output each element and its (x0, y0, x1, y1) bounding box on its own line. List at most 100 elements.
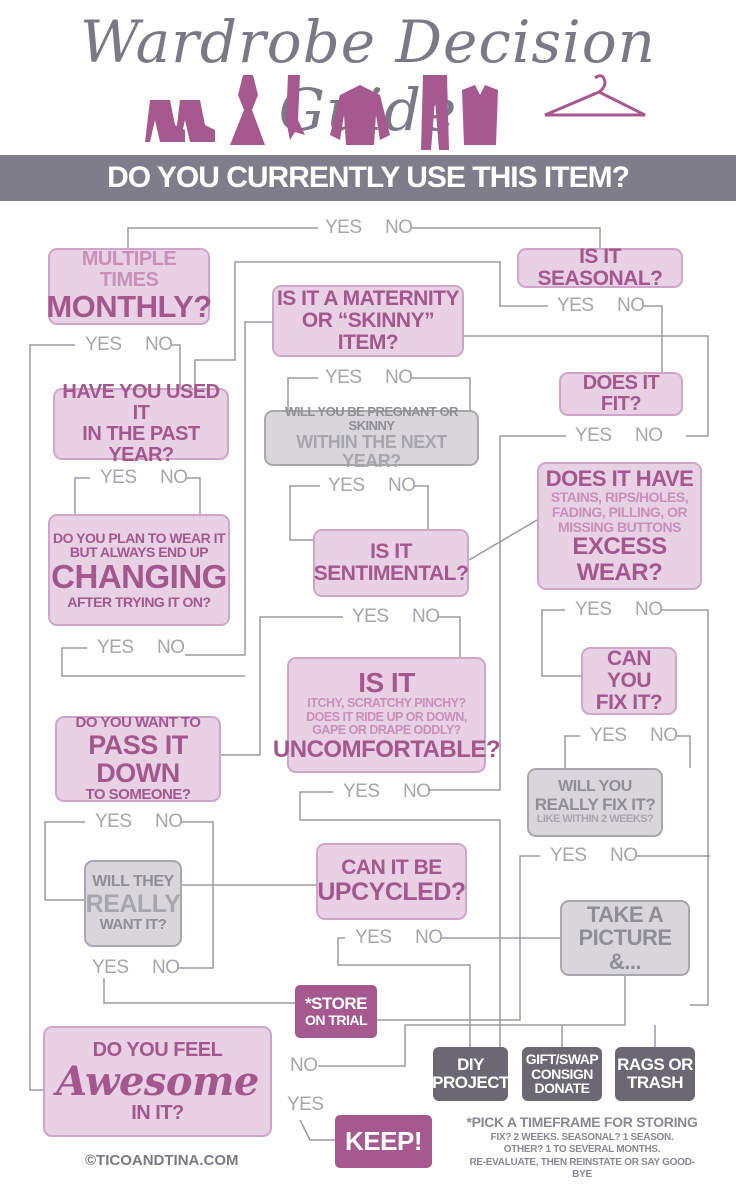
footnote-line: RE-EVALUATE, THEN REINSTATE OR SAY GOOD-… (469, 1156, 695, 1181)
box-text: UNCOMFORTABLE? (272, 735, 501, 763)
footnote-title: *PICK A TIMEFRAME FOR STORING (466, 1114, 698, 1130)
yes-label: YES (557, 295, 594, 316)
box-text: DOES IT HAVE (545, 466, 694, 492)
clothing-icons (145, 74, 646, 150)
hanger-icon (544, 74, 646, 117)
box-will-they-want-it: WILL THEY REALLY WANT IT? (84, 860, 182, 947)
yes-label: YES (287, 1094, 324, 1115)
box-text: FADING, PILLING, OR (551, 504, 688, 521)
box-text: LIKE WITHIN 2 WEEKS? (536, 813, 654, 826)
footnote: *PICK A TIMEFRAME FOR STORING FIX? 2 WEE… (462, 1114, 702, 1182)
yes-label: YES (95, 811, 132, 832)
box-text: BUT ALWAYS END UP (69, 544, 209, 561)
box-can-you-fix-it: CAN YOU FIX IT? (581, 647, 677, 715)
box-text: SENTIMENTAL? (313, 562, 469, 585)
no-label: NO (403, 781, 431, 802)
top-icon (462, 85, 498, 145)
box-keep: KEEP! (335, 1115, 432, 1168)
box-text: Awesome (56, 1057, 259, 1105)
yes-label: YES (355, 927, 392, 948)
box-text: DOES IT FIT? (582, 372, 660, 415)
box-multiple-times-monthly: MULTIPLE TIMES MONTHLY? (46, 248, 212, 325)
box-feel-awesome: DO YOU FEEL Awesome IN IT? (43, 1026, 272, 1137)
box-text: REALLY FIX IT? (534, 795, 656, 815)
box-uncomfortable: IS IT ITCHY, SCRATCHY PINCHY? DOES IT RI… (273, 657, 501, 773)
yes-label: YES (100, 467, 137, 488)
no-label: NO (650, 725, 678, 746)
pants-icon (421, 75, 449, 150)
box-pass-it-down: DO YOU WANT TO PASS IT DOWN TO SOMEONE? (55, 715, 221, 804)
box-text: DO YOU PLAN TO WEAR IT (52, 529, 226, 546)
box-text: DIY (457, 1055, 484, 1075)
box-really-fix-it: WILL YOU REALLY FIX IT? LIKE WITHIN 2 WE… (527, 768, 663, 837)
jacket-icon (330, 85, 390, 145)
box-text: REALLY (85, 889, 181, 918)
box-text: AFTER TRYING IT ON? (67, 593, 211, 610)
box-gift-swap-donate: GIFT/SWAP CONSIGN DONATE (522, 1047, 602, 1101)
box-text: CHANGING (51, 558, 227, 596)
box-take-a-picture: TAKE A PICTURE &... (560, 900, 690, 976)
dress-icon (230, 75, 265, 145)
box-maternity: IS IT A MATERNITY OR “SKINNY” ITEM? (272, 285, 464, 357)
box-text: KEEP! (345, 1125, 422, 1156)
box-text: PICTURE &... (578, 925, 672, 974)
no-label: NO (635, 599, 663, 620)
box-pregnant-or-skinny: WILL YOU BE PREGNANT OR SKINNY WITHIN TH… (264, 405, 479, 470)
box-text: UPCYCLED? (317, 878, 466, 907)
box-text: STAINS, RIPS/HOLES, (550, 489, 689, 506)
box-text: OR “SKINNY” ITEM? (301, 308, 435, 355)
box-text: DONATE (534, 1080, 590, 1097)
box-text: CAN YOU (606, 646, 652, 692)
no-label: NO (610, 845, 638, 866)
box-text: ON TRIAL (304, 1012, 368, 1029)
copyright: ©TICOANDTINA.COM (85, 1152, 239, 1169)
box-text: IS IT A MATERNITY (276, 286, 460, 310)
footnote-line: OTHER? 1 TO SEVERAL MONTHS. (503, 1144, 661, 1155)
box-always-changing: DO YOU PLAN TO WEAR IT BUT ALWAYS END UP… (48, 514, 230, 626)
box-text: WANT IT? (99, 916, 167, 934)
no-label: NO (152, 957, 180, 978)
yes-label: YES (97, 637, 134, 658)
box-text: WILL YOU (558, 778, 632, 796)
scarf-icon (286, 75, 305, 140)
box-used-past-year: HAVE YOU USED IT IN THE PAST YEAR? (53, 382, 229, 466)
no-label: NO (145, 334, 173, 355)
box-text: WILL YOU BE PREGNANT OR SKINNY (285, 404, 458, 434)
no-label: NO (388, 475, 416, 496)
box-text: CAN IT BE (341, 856, 442, 880)
box-text: RAGS OR (617, 1055, 693, 1075)
box-text: TAKE A (586, 902, 664, 928)
box-text: GIFT/SWAP (525, 1050, 599, 1067)
box-text: TO SOMEONE? (85, 786, 191, 804)
banner-question: DO YOU CURRENTLY USE THIS ITEM? (0, 155, 736, 201)
box-text: PROJECT (432, 1073, 509, 1092)
no-label: NO (157, 637, 185, 658)
yes-label: YES (343, 781, 380, 802)
box-text: CONSIGN (531, 1065, 593, 1082)
box-text: PASS IT DOWN (88, 729, 188, 788)
box-text: IS IT (358, 667, 415, 699)
yes-label: YES (352, 606, 389, 627)
box-text: IS IT SEASONAL? (537, 244, 663, 290)
yes-label: YES (325, 217, 362, 238)
box-text: DO YOU FEEL (92, 1038, 223, 1061)
heels-icon (145, 100, 215, 142)
yes-label: YES (328, 475, 365, 496)
no-label: NO (160, 467, 188, 488)
no-label: NO (385, 217, 413, 238)
box-text: HAVE YOU USED IT (62, 381, 220, 424)
box-text: IS IT (370, 539, 412, 563)
box-upcycled: CAN IT BE UPCYCLED? (316, 843, 467, 920)
box-text: TRASH (626, 1073, 684, 1092)
box-text: GAPE OR DRAPE ODDLY? (312, 722, 461, 737)
no-label: NO (290, 1055, 318, 1076)
box-text: IN THE PAST YEAR? (82, 423, 200, 466)
box-text: FIX IT? (595, 691, 663, 715)
box-excess-wear: DOES IT HAVE STAINS, RIPS/HOLES, FADING,… (537, 462, 702, 590)
box-text: EXCESS WEAR? (572, 533, 667, 586)
no-label: NO (412, 606, 440, 627)
box-text: MISSING BUTTONS (558, 518, 681, 535)
box-text: WILL THEY (92, 873, 174, 891)
